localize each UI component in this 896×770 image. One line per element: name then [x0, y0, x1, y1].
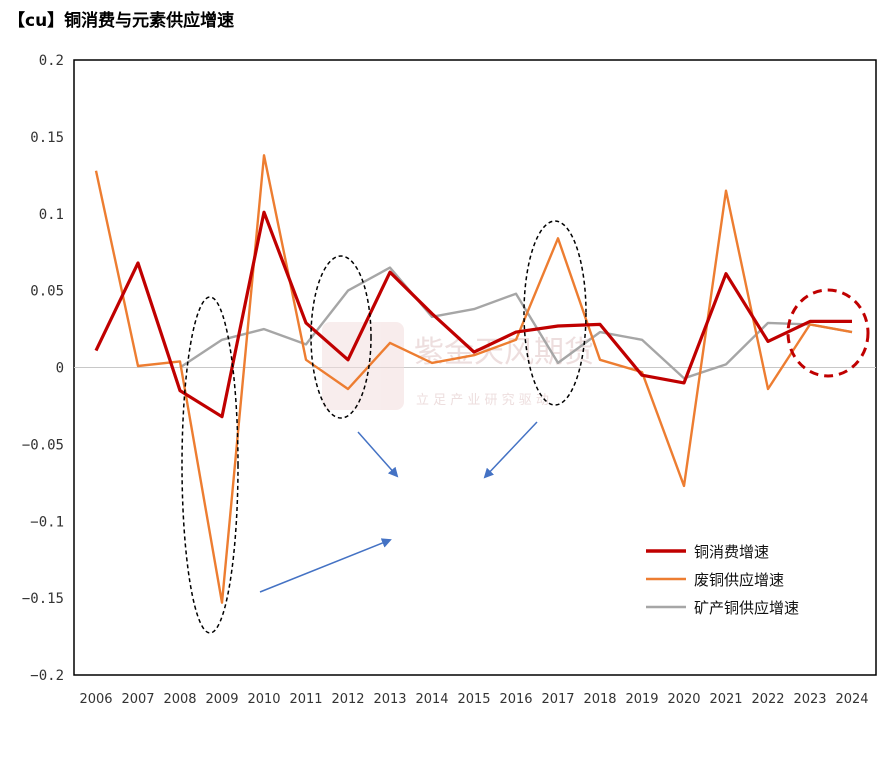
- x-tick-label: 2021: [709, 692, 742, 707]
- x-tick-label: 2008: [163, 692, 196, 707]
- x-tick-label: 2022: [751, 692, 784, 707]
- legend-label-mine: 矿产铜供应增速: [694, 599, 799, 617]
- arrow-right-down: [483, 421, 538, 479]
- x-tick-label: 2007: [121, 692, 154, 707]
- legend-label-scrap: 废铜供应增速: [694, 571, 784, 589]
- series-line-0: [94, 210, 852, 419]
- ellipse-2017-highlight: [523, 220, 587, 406]
- x-tick-label: 2009: [205, 692, 238, 707]
- x-tick-label: 2024: [835, 692, 868, 707]
- watermark: 紫金天风期货 立 足 产 业 研 究 驱 动: [322, 322, 594, 410]
- y-tick-label: −0.1: [30, 514, 64, 530]
- y-tick-label: −0.05: [22, 437, 64, 453]
- series-lines: [94, 154, 853, 604]
- x-tick-label: 2020: [667, 692, 700, 707]
- y-tick-label: 0.2: [39, 53, 64, 69]
- y-tick-label: 0.1: [39, 207, 64, 223]
- x-tick-label: 2018: [583, 692, 616, 707]
- arrow-left-down: [357, 431, 399, 478]
- x-tick-label: 2017: [541, 692, 574, 707]
- series-line-2: [179, 266, 853, 380]
- watermark-main-text: 紫金天风期货: [414, 335, 594, 370]
- y-axis-ticks: 0.2 0.15 0.1 0.05 0 −0.05 −0.1 −0.15 −0.2: [22, 53, 64, 684]
- x-tick-label: 2014: [415, 692, 448, 707]
- x-tick-label: 2016: [499, 692, 532, 707]
- chart-title: 【cu】铜消费与元素供应增速: [8, 11, 235, 31]
- y-tick-label: −0.15: [22, 591, 64, 607]
- x-tick-label: 2013: [373, 692, 406, 707]
- x-tick-label: 2023: [793, 692, 826, 707]
- watermark-seal-icon: [322, 322, 404, 410]
- legend-label-consumption: 铜消费增速: [694, 543, 769, 561]
- y-tick-label: 0: [56, 361, 64, 377]
- ellipse-2012-highlight: [310, 255, 372, 419]
- x-tick-label: 2006: [79, 692, 112, 707]
- y-tick-label: 0.15: [30, 130, 64, 146]
- x-tick-label: 2011: [289, 692, 322, 707]
- arrow-bottom-up: [259, 538, 392, 593]
- watermark-sub-text: 立 足 产 业 研 究 驱 动: [416, 393, 549, 408]
- ellipse-2009-highlight: [181, 296, 239, 634]
- legend: 铜消费增速 废铜供应增速 矿产铜供应增速: [646, 543, 799, 617]
- x-tick-label: 2015: [457, 692, 490, 707]
- x-tick-label: 2019: [625, 692, 658, 707]
- y-tick-label: −0.2: [30, 668, 64, 684]
- y-tick-label: 0.05: [30, 284, 64, 300]
- ellipse-2024-highlight: [786, 288, 870, 378]
- x-axis-ticks: 2006 2007 2008 2009 2010 2011 2012 2013 2014 2015…: [79, 692, 868, 707]
- x-tick-label: 2010: [247, 692, 280, 707]
- x-tick-label: 2012: [331, 692, 364, 707]
- series-line-1: [94, 154, 853, 604]
